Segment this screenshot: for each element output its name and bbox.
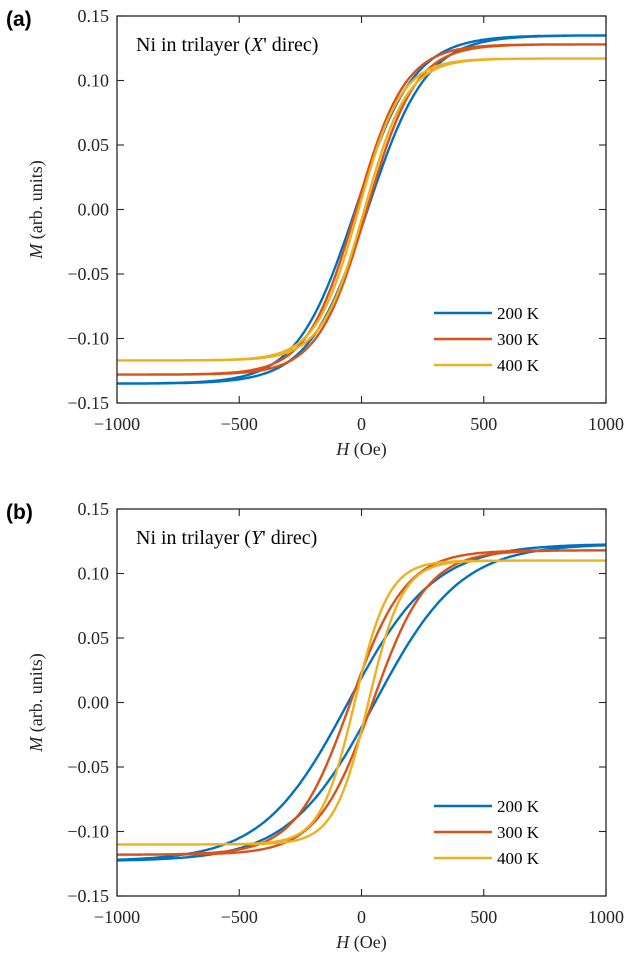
x-axis-title-symbol: H	[335, 932, 350, 952]
legend-label: 400 K	[497, 849, 540, 868]
x-tick-label: −1000	[94, 907, 140, 927]
chart-panel-a: (a) −1000 −500 0 500 1000 −0.15 −0.10 −0.05 0.00 0…	[6, 6, 624, 460]
hysteresis-loop-200k	[117, 543, 606, 862]
y-tick-label: 0.10	[78, 71, 110, 91]
x-axis-title-unit: (Oe)	[349, 439, 386, 460]
y-tick-label: −0.10	[67, 822, 109, 842]
curves-group	[117, 34, 606, 385]
x-tick-label: 0	[357, 907, 366, 927]
x-tick-label: 1000	[588, 414, 624, 434]
hysteresis-loop-400k	[117, 57, 606, 362]
x-tick-label: 500	[470, 414, 497, 434]
y-tick-label: 0.00	[78, 200, 110, 220]
y-axis-title-symbol: M	[26, 243, 46, 260]
x-tick-label: −500	[221, 414, 258, 434]
x-axis-title-unit: (Oe)	[349, 932, 386, 953]
inset-title-prefix: Ni in trilayer (	[136, 527, 251, 549]
legend-label: 300 K	[497, 823, 540, 842]
y-tick-label: 0.05	[78, 628, 110, 648]
y-tick-label: 0.00	[78, 693, 110, 713]
y-axis-title-unit: (arb. units)	[26, 160, 47, 243]
hysteresis-loop-300k	[117, 549, 606, 856]
x-axis-title: H (Oe)	[335, 932, 386, 953]
legend-label: 400 K	[497, 356, 540, 375]
hysteresis-loop-300k	[117, 43, 606, 376]
x-axis-title-symbol: H	[335, 439, 350, 459]
inset-title: Ni in trilayer (Y' direc)	[136, 527, 317, 549]
y-tick-label: −0.05	[67, 757, 109, 777]
inset-title-axis: X	[250, 34, 264, 56]
x-tick-label: 500	[470, 907, 497, 927]
inset-title-prefix: Ni in trilayer (	[136, 34, 251, 56]
y-tick-label: −0.15	[67, 393, 109, 413]
y-axis-title-unit: (arb. units)	[26, 653, 47, 736]
y-tick-label: 0.10	[78, 564, 110, 584]
legend-label: 300 K	[497, 330, 540, 349]
y-axis-title-symbol: M	[26, 736, 46, 753]
inset-title-axis: Y	[251, 527, 264, 549]
y-axis-title: M (arb. units)	[26, 160, 47, 259]
inset-title-suffix: ' direc)	[262, 527, 317, 549]
legend-label: 200 K	[497, 797, 540, 816]
x-tick-label: 1000	[588, 907, 624, 927]
chart-panel-b: (b) −1000 −500 0 500 1000 −0.15 −0.10 −0.05 0.00 0…	[6, 499, 624, 953]
hysteresis-loop-200k	[117, 34, 606, 385]
y-tick-label: −0.05	[67, 264, 109, 284]
y-tick-label: 0.05	[78, 135, 110, 155]
inset-title-suffix: ' direc)	[263, 34, 318, 56]
y-tick-label: 0.15	[78, 499, 110, 519]
x-axis-title: H (Oe)	[335, 439, 386, 460]
y-tick-label: 0.15	[78, 6, 110, 26]
y-tick-label: −0.10	[67, 329, 109, 349]
panel-label: (b)	[6, 501, 33, 524]
hysteresis-loop-400k	[117, 559, 606, 846]
legend-label: 200 K	[497, 304, 540, 323]
curves-group	[117, 543, 606, 862]
x-tick-label: −1000	[94, 414, 140, 434]
x-tick-label: 0	[357, 414, 366, 434]
panel-label: (a)	[6, 8, 32, 31]
y-tick-label: −0.15	[67, 886, 109, 906]
inset-title: Ni in trilayer (X' direc)	[136, 34, 318, 56]
y-axis-title: M (arb. units)	[26, 653, 47, 752]
x-tick-label: −500	[221, 907, 258, 927]
